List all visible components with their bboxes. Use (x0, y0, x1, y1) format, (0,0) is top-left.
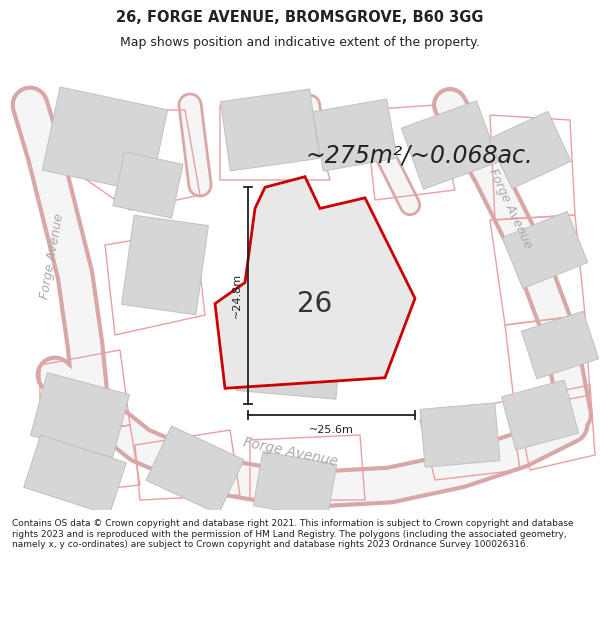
Polygon shape (420, 403, 500, 467)
Text: ~25.6m: ~25.6m (309, 425, 354, 435)
Text: Forge Avenue: Forge Avenue (486, 166, 534, 251)
Polygon shape (215, 177, 415, 388)
Polygon shape (113, 152, 183, 218)
Polygon shape (401, 101, 499, 189)
Polygon shape (253, 451, 337, 519)
Polygon shape (24, 435, 126, 515)
Text: Map shows position and indicative extent of the property.: Map shows position and indicative extent… (120, 36, 480, 49)
Polygon shape (521, 311, 599, 379)
Text: ~275m²/~0.068ac.: ~275m²/~0.068ac. (305, 144, 533, 168)
Polygon shape (502, 211, 588, 289)
Polygon shape (122, 215, 208, 315)
Text: 26, FORGE AVENUE, BROMSGROVE, B60 3GG: 26, FORGE AVENUE, BROMSGROVE, B60 3GG (116, 10, 484, 25)
Polygon shape (43, 87, 167, 193)
Polygon shape (313, 99, 397, 171)
Polygon shape (489, 111, 571, 189)
Polygon shape (221, 89, 319, 171)
Text: Forge Avenue: Forge Avenue (242, 435, 338, 469)
Polygon shape (502, 380, 578, 450)
Polygon shape (31, 372, 130, 458)
Polygon shape (146, 426, 244, 514)
Text: Forge Avenue: Forge Avenue (38, 213, 66, 300)
Text: 26: 26 (298, 289, 332, 318)
Text: ~24.8m: ~24.8m (232, 273, 242, 318)
Text: Contains OS data © Crown copyright and database right 2021. This information is : Contains OS data © Crown copyright and d… (12, 519, 574, 549)
Polygon shape (236, 301, 344, 399)
